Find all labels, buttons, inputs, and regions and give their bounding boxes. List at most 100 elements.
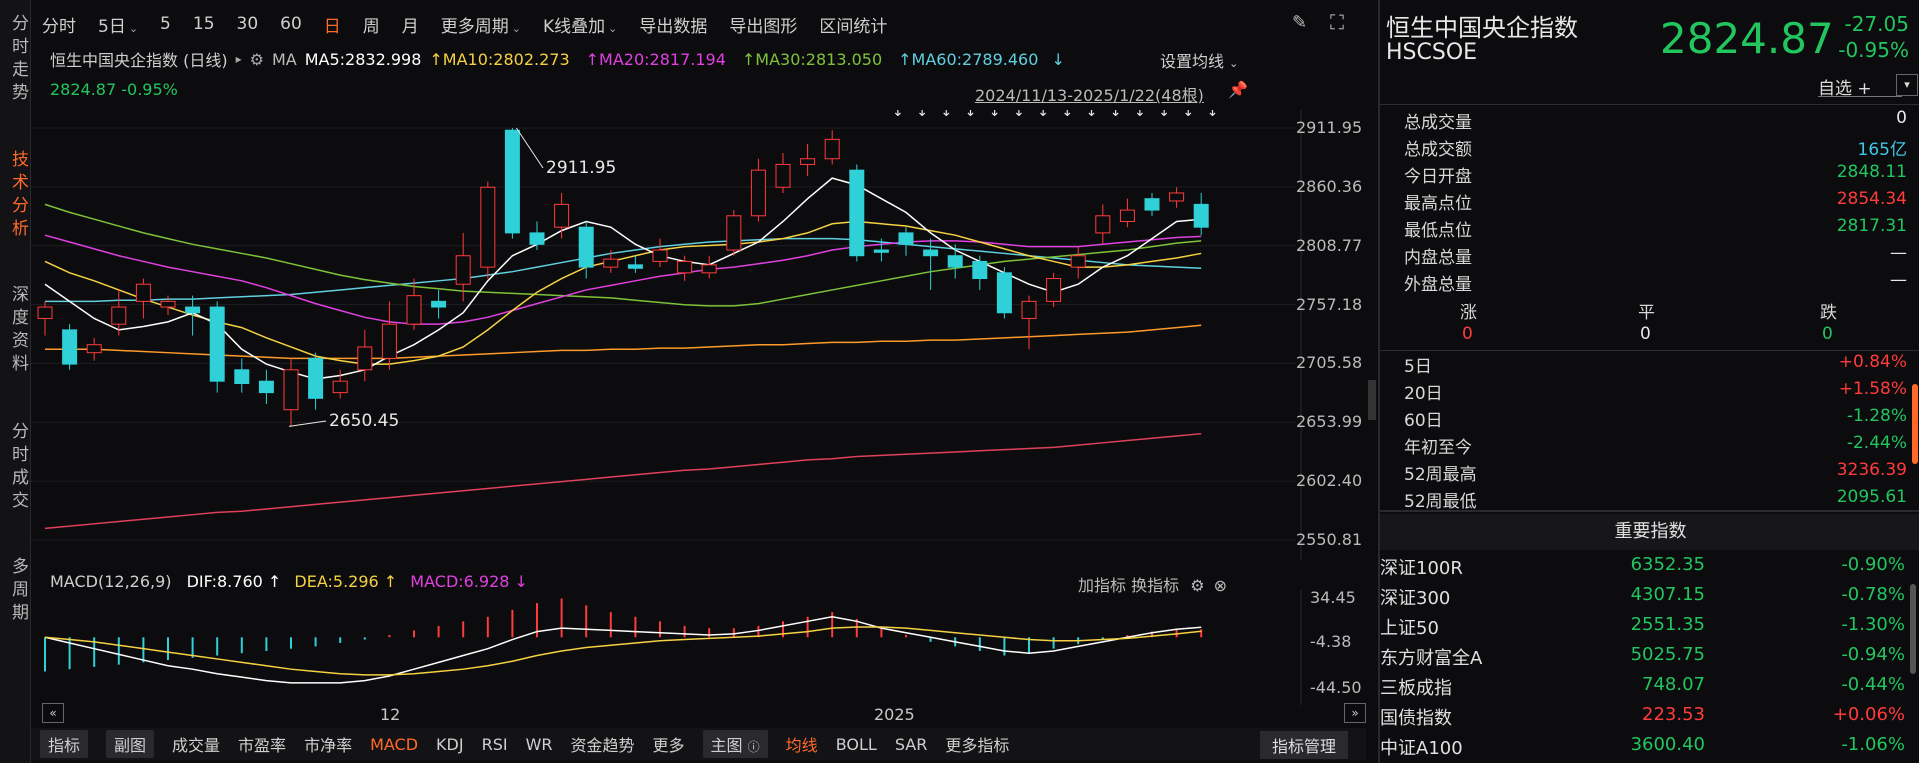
more-indicators-tab[interactable]: 更多指标 (945, 736, 1010, 755)
dea-text: DEA:5.296 (294, 572, 379, 591)
period-5min[interactable]: 5 (160, 14, 171, 34)
pb-tab[interactable]: 市净率 (304, 736, 353, 755)
index-price: 5025.75 (1630, 644, 1705, 665)
candle-body (258, 380, 274, 394)
pin-icon[interactable]: 📌 (1228, 80, 1248, 99)
period-60min[interactable]: 60 (280, 14, 302, 34)
export-chart-button[interactable]: 导出图形 (729, 16, 798, 37)
last-change: -0.95% (121, 80, 178, 99)
wr-tab[interactable]: WR (525, 734, 553, 754)
macd-tab[interactable]: MACD (370, 734, 419, 754)
more-tab[interactable]: 更多 (652, 736, 685, 755)
pe-tab[interactable]: 市盈率 (238, 736, 287, 755)
time-axis-mark-2025: 2025 (874, 705, 915, 724)
macd-chart[interactable] (31, 590, 1321, 705)
candle-body (996, 272, 1012, 314)
chevron-down-icon: ⌄ (511, 21, 522, 35)
triangle-right-icon[interactable]: ▸ (235, 52, 242, 66)
chart-split-handle[interactable] (1368, 380, 1376, 420)
scrollbar[interactable] (1910, 584, 1916, 674)
signal-arrow-icon: ↕ (1207, 110, 1219, 120)
period-30min[interactable]: 30 (236, 14, 259, 34)
macd-text: MACD:6.928 (410, 572, 510, 591)
kdj-tab[interactable]: KDJ (436, 734, 464, 754)
candle-body (1046, 278, 1062, 302)
subchart-tab[interactable]: 副图 (106, 730, 155, 758)
indicator-tab[interactable]: 指标 (40, 730, 89, 758)
candle-body (406, 295, 422, 325)
index-row[interactable]: 上证50 2551.35 -1.30% (1380, 614, 1905, 642)
tab-multi-period[interactable]: 多周期 (8, 557, 28, 626)
add-indicator-button[interactable]: 加指标 (1078, 576, 1127, 595)
swap-indicator-button[interactable]: 换指标 (1131, 576, 1180, 595)
candle-body (504, 129, 520, 234)
watchlist-dropdown-icon[interactable]: ▾ (1896, 74, 1918, 96)
index-name: 国债指数 (1380, 708, 1452, 729)
tab-fundamentals[interactable]: 深度资料 (8, 285, 28, 377)
indicator-manage-button[interactable]: 指标管理 (1260, 731, 1349, 759)
close-icon[interactable]: ⊗ (1213, 576, 1228, 595)
dea-value: DEA:5.296 ↑ (294, 572, 398, 591)
breadth-up-value: 0 (1462, 324, 1473, 344)
boll-tab[interactable]: BOLL (835, 734, 877, 754)
set-ma-button[interactable]: 设置均线 ⌄ (1160, 48, 1238, 72)
index-row[interactable]: 中证A100 3600.40 -1.06% (1380, 734, 1905, 762)
index-row[interactable]: 深证300 4307.15 -0.78% (1380, 584, 1905, 612)
scrollbar[interactable] (1912, 384, 1918, 464)
tab-trades[interactable]: 分时成交 (8, 422, 28, 514)
index-row[interactable]: 国债指数 223.53 +0.06% (1380, 704, 1905, 732)
rsi-tab[interactable]: RSI (481, 734, 508, 754)
candle-body (480, 186, 496, 268)
candle-body (800, 158, 816, 165)
period-week[interactable]: 周 (362, 16, 380, 37)
ma-tab[interactable]: 均线 (785, 736, 818, 755)
ma30-text: MA30:2813.050 (755, 49, 883, 69)
date-range[interactable]: 2024/11/13-2025/1/22(48根) (975, 86, 1204, 105)
candle-body (234, 369, 250, 384)
gear-icon[interactable]: ⚙ (1190, 576, 1205, 595)
draw-pen-icon[interactable]: ✎ (1292, 12, 1308, 33)
index-row[interactable]: 三板成指 748.07 -0.44% (1380, 674, 1905, 702)
scroll-right-icon[interactable]: » (1344, 703, 1366, 723)
index-row[interactable]: 深证100R 6352.35 -0.90% (1380, 554, 1905, 582)
gear-icon[interactable]: ⚙ (249, 49, 264, 69)
period-15min[interactable]: 15 (192, 14, 215, 34)
scroll-left-icon[interactable]: « (42, 703, 64, 723)
period-row-value: +0.84% (1838, 352, 1907, 372)
sar-tab[interactable]: SAR (894, 734, 928, 754)
indicator-bar: 指标 副图 成交量 市盈率 市净率 MACD KDJ RSI WR 资金趋势 更… (31, 728, 1366, 760)
candle-body (923, 249, 939, 257)
ma-legend: 恒生中国央企指数 (日线) ▸ ⚙ MA MA5:2832.998 ↑MA10:… (50, 48, 1073, 71)
breadth-flat-value: 0 (1640, 324, 1651, 344)
candle-body (972, 260, 988, 280)
period-5day[interactable]: 5日 ⌄ (98, 12, 138, 37)
candle-body (357, 346, 373, 371)
main-chart-tab[interactable]: 主图 ⓘ (702, 730, 768, 758)
volume-tab[interactable]: 成交量 (172, 736, 221, 755)
export-data-button[interactable]: 导出数据 (639, 16, 708, 37)
range-stats-button[interactable]: 区间统计 (819, 16, 888, 37)
chevron-down-icon: ⌄ (128, 21, 139, 35)
candle-body (160, 300, 176, 308)
period-day[interactable]: 日 (323, 16, 341, 37)
chart-title: 恒生中国央企指数 (日线) (50, 51, 228, 70)
kline-overlay-menu[interactable]: K线叠加 ⌄ (543, 12, 617, 37)
signal-arrow-icon: ↕ (1037, 110, 1049, 120)
candlestick-chart[interactable]: ↕ ↕ ↕ ↕ ↕ ↕ ↕ ↕ ↕ ↕ ↕ ↕ ↕ ↕ 2911.95 2650.45 (31, 110, 1321, 560)
tab-technical[interactable]: 技术分析 (8, 150, 28, 242)
index-name: 东方财富全A (1380, 648, 1483, 669)
fullscreen-icon[interactable]: ⛶ (1330, 10, 1344, 34)
period-month[interactable]: 月 (401, 16, 419, 37)
candle-body (578, 226, 594, 268)
tab-intraday[interactable]: 分时走势 (8, 14, 28, 106)
index-row[interactable]: 东方财富全A 5025.75 -0.94% (1380, 644, 1905, 672)
period-intraday[interactable]: 分时 (42, 16, 76, 37)
fund-trend-tab[interactable]: 资金趋势 (570, 736, 635, 755)
add-watchlist-button[interactable]: 自选 + (1818, 74, 1902, 99)
signal-arrow-icon: ↕ (1158, 110, 1170, 120)
macd-value: MACD:6.928 ↓ (410, 572, 528, 591)
candle-body (111, 306, 127, 325)
stat-row-label: 最高点位 (1404, 194, 1472, 214)
more-periods-menu[interactable]: 更多周期 ⌄ (441, 12, 521, 37)
period-toolbar: 分时 5日 ⌄ 5 15 30 60 日 周 月 更多周期 ⌄ K线叠加 ⌄ 导出数据… (31, 8, 898, 40)
